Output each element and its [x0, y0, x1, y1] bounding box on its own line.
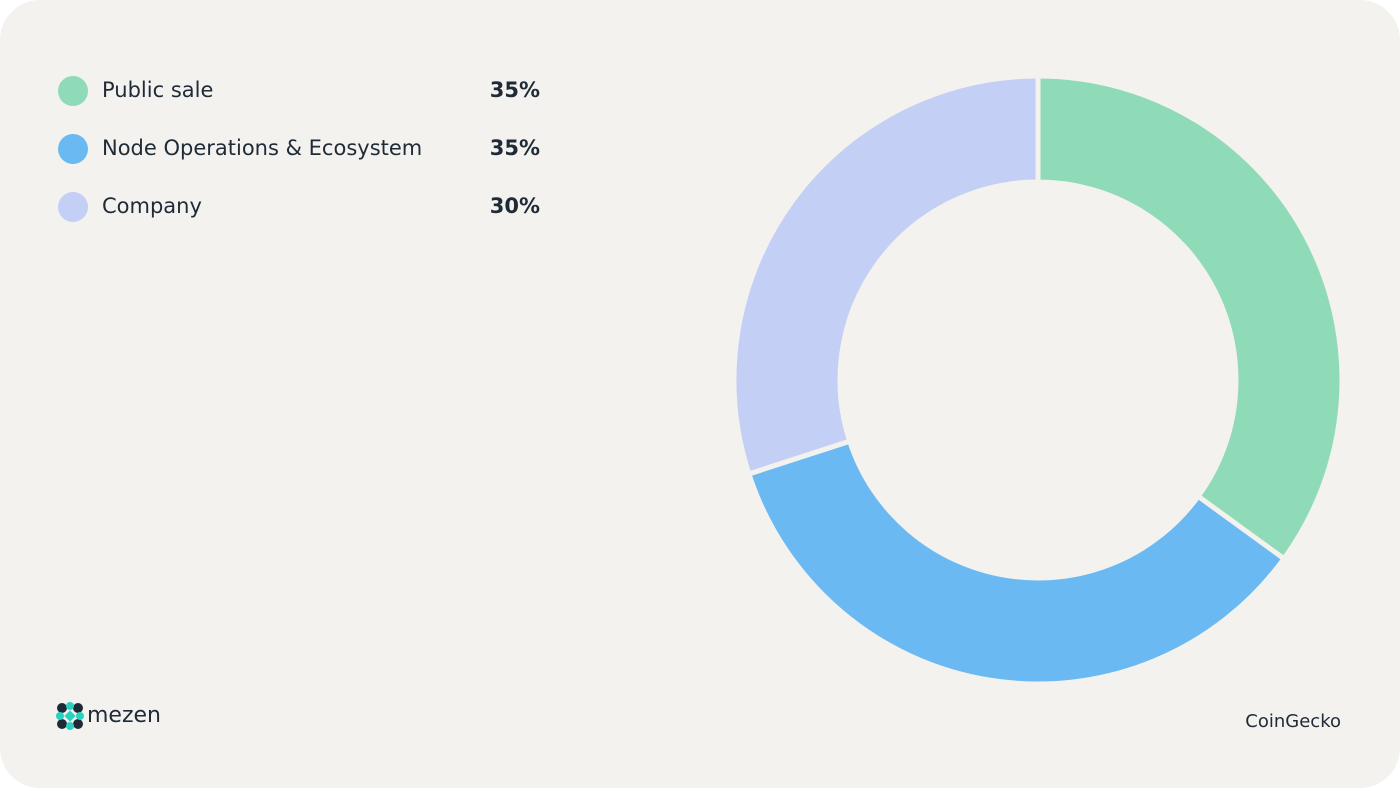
- legend-label: Company: [102, 194, 202, 218]
- donut-segment: [731, 73, 1041, 477]
- donut-segment: [1035, 73, 1345, 562]
- legend-value: 30%: [490, 194, 540, 218]
- legend-swatch: [58, 76, 88, 106]
- legend-label: Public sale: [102, 78, 213, 102]
- source-label: CoinGecko: [1245, 711, 1341, 732]
- donut-segment: [746, 438, 1287, 687]
- legend-label: Node Operations & Ecosystem: [102, 136, 422, 160]
- legend-value: 35%: [490, 78, 540, 102]
- legend-value: 35%: [490, 136, 540, 160]
- legend-swatch: [58, 192, 88, 222]
- brand-logo: mezen: [56, 702, 161, 730]
- brand-name: mezen: [87, 703, 161, 728]
- legend-swatch: [58, 134, 88, 164]
- logo-icon: [56, 702, 84, 730]
